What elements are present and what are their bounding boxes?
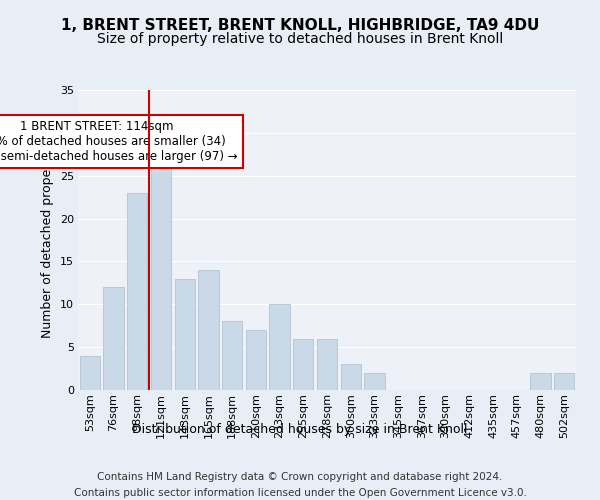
Text: Contains HM Land Registry data © Crown copyright and database right 2024.: Contains HM Land Registry data © Crown c… — [97, 472, 503, 482]
Text: 1 BRENT STREET: 114sqm
← 26% of detached houses are smaller (34)
73% of semi-det: 1 BRENT STREET: 114sqm ← 26% of detached… — [0, 120, 238, 163]
Bar — [341, 364, 361, 390]
Bar — [246, 330, 266, 390]
Text: Size of property relative to detached houses in Brent Knoll: Size of property relative to detached ho… — [97, 32, 503, 46]
Bar — [269, 304, 290, 390]
Bar — [103, 287, 124, 390]
Bar — [127, 193, 148, 390]
Bar — [293, 338, 313, 390]
Bar — [222, 322, 242, 390]
Bar — [199, 270, 218, 390]
Bar — [175, 278, 195, 390]
Bar — [554, 373, 574, 390]
Bar — [317, 338, 337, 390]
Text: 1, BRENT STREET, BRENT KNOLL, HIGHBRIDGE, TA9 4DU: 1, BRENT STREET, BRENT KNOLL, HIGHBRIDGE… — [61, 18, 539, 32]
Bar — [364, 373, 385, 390]
Bar — [80, 356, 100, 390]
Bar — [530, 373, 551, 390]
Text: Distribution of detached houses by size in Brent Knoll: Distribution of detached houses by size … — [132, 422, 468, 436]
Text: Contains public sector information licensed under the Open Government Licence v3: Contains public sector information licen… — [74, 488, 526, 498]
Y-axis label: Number of detached properties: Number of detached properties — [41, 142, 54, 338]
Bar — [151, 142, 171, 390]
